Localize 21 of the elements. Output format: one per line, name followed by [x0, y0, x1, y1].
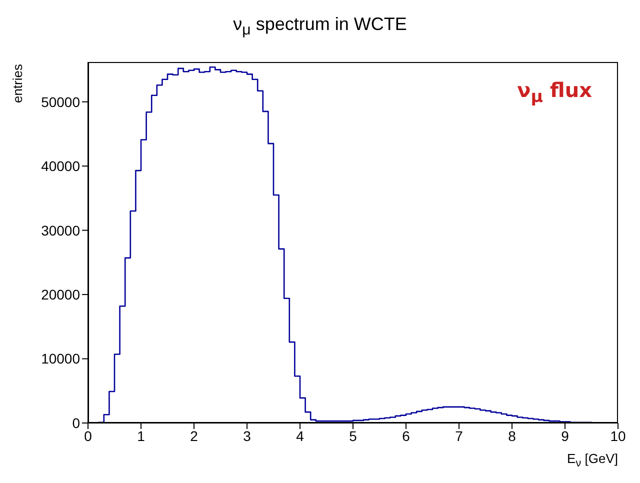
x-tick-label: 2 — [190, 428, 198, 444]
x-tick-label: 5 — [349, 428, 358, 444]
chart-title: ν$_{μ}$ spectrum in WCTE — [232, 14, 408, 39]
y-tick-label: 0 — [72, 414, 80, 431]
y-tick-label: 20000 — [41, 286, 80, 302]
x-tick-label: 9 — [561, 428, 570, 444]
x-tick-label: 8 — [508, 428, 516, 444]
y-tick-label: 10000 — [41, 350, 80, 367]
y-tick-label: 30000 — [41, 222, 80, 238]
y-tick-label: 40000 — [41, 158, 80, 174]
annotation: ν$_{μ}$ flux — [517, 78, 592, 106]
y-axis-title: entries — [10, 64, 25, 104]
x-axis-title: E$_{ν}$ [GeV] — [567, 451, 618, 470]
x-tick-label: 10 — [610, 428, 626, 444]
x-tick-label: 1 — [137, 428, 146, 444]
x-tick-label: 7 — [455, 428, 464, 444]
x-tick-label: 3 — [243, 428, 252, 444]
x-tick-label: 4 — [296, 428, 304, 444]
x-tick-label: 6 — [402, 428, 410, 444]
y-tick-label: 50000 — [41, 94, 80, 110]
x-tick-label: 0 — [84, 428, 92, 444]
